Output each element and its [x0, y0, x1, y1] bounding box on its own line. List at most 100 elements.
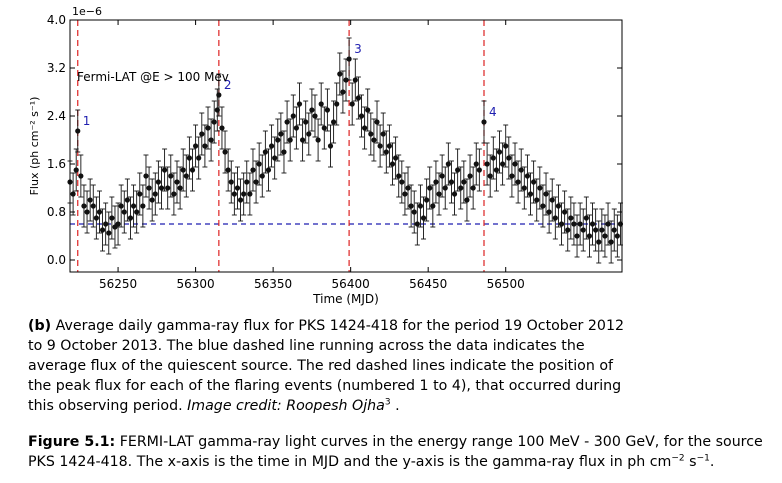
data-point — [555, 203, 562, 209]
data-point — [608, 239, 614, 245]
y-tick-label: 0.8 — [47, 205, 66, 219]
data-point — [303, 119, 309, 125]
data-point — [537, 185, 543, 191]
data-point — [352, 77, 358, 83]
data-point — [78, 173, 84, 179]
y-multiplier-label: 1e−6 — [72, 5, 102, 18]
data-point — [386, 143, 393, 149]
data-point — [256, 161, 262, 167]
data-point — [515, 179, 521, 185]
data-point — [109, 215, 115, 221]
unit-exponent-s: −1 — [696, 453, 710, 464]
data-point — [371, 137, 377, 143]
data-point — [343, 77, 349, 83]
data-point — [287, 137, 293, 143]
data-point — [543, 191, 549, 197]
data-point — [402, 191, 408, 197]
data-point — [202, 143, 208, 149]
data-point — [396, 173, 402, 179]
data-point — [219, 125, 225, 131]
data-point — [589, 221, 596, 227]
data-point — [599, 227, 605, 233]
data-point — [445, 161, 451, 167]
data-point — [524, 173, 531, 179]
data-point — [208, 137, 214, 143]
data-point — [192, 143, 199, 149]
data-point — [602, 233, 608, 239]
unit-exponent-cm: −2 — [671, 453, 685, 464]
data-point — [565, 227, 571, 233]
data-point — [374, 119, 380, 125]
x-tick-label: 56500 — [487, 277, 525, 291]
data-point — [262, 149, 268, 155]
data-point — [358, 113, 365, 119]
data-point — [171, 191, 177, 197]
data-point — [259, 173, 265, 179]
data-point — [275, 137, 281, 143]
data-point — [405, 185, 411, 191]
chart-annotation: Fermi-LAT @E > 100 Mev — [77, 70, 229, 84]
data-point — [330, 119, 337, 125]
data-point — [518, 167, 524, 173]
data-point — [318, 101, 324, 107]
figure-caption: Figure 5.1: FERMI-LAT gamma-ray light cu… — [28, 432, 778, 472]
data-point — [493, 167, 500, 173]
subfigure-caption-end: . — [390, 398, 400, 414]
data-point — [177, 185, 183, 191]
data-point — [521, 185, 527, 191]
data-point — [168, 173, 174, 179]
data-point — [99, 227, 106, 233]
y-tick-label: 3.2 — [47, 61, 66, 75]
data-point — [250, 167, 256, 173]
data-point — [531, 179, 537, 185]
data-point — [540, 203, 546, 209]
data-point — [362, 125, 368, 131]
data-point — [93, 215, 99, 221]
data-point — [411, 209, 417, 215]
data-point — [562, 209, 568, 215]
data-point — [174, 179, 180, 185]
data-point — [430, 203, 436, 209]
data-point — [448, 179, 455, 185]
data-point — [512, 161, 518, 167]
image-credit: Image credit: Roopesh Ojha — [187, 398, 385, 414]
y-tick-label: 2.4 — [47, 109, 66, 123]
data-point — [546, 209, 552, 215]
subfigure-caption: (b) Average daily gamma-ray flux for PKS… — [28, 316, 628, 416]
data-point — [346, 56, 352, 62]
data-point — [549, 197, 555, 203]
x-tick-label: 56400 — [332, 277, 370, 291]
data-point — [442, 185, 448, 191]
data-point — [222, 149, 228, 155]
data-point — [281, 149, 287, 155]
data-point — [87, 197, 93, 203]
data-point — [278, 131, 284, 137]
data-point — [106, 230, 112, 236]
data-point — [127, 215, 134, 221]
data-point — [417, 203, 424, 209]
data-point — [484, 161, 490, 167]
data-point — [473, 161, 479, 167]
data-point — [189, 167, 196, 173]
data-point — [75, 128, 81, 134]
data-point — [349, 101, 355, 107]
data-point — [383, 149, 389, 155]
data-point — [368, 131, 374, 137]
data-point — [490, 155, 496, 161]
data-point — [503, 143, 509, 149]
data-point — [130, 203, 137, 209]
data-point — [237, 197, 244, 203]
flare-number-label: 1 — [83, 114, 91, 128]
data-point — [146, 185, 152, 191]
data-point — [496, 149, 503, 155]
data-point — [241, 191, 247, 197]
data-point — [158, 185, 165, 191]
data-point — [115, 221, 121, 227]
data-point — [186, 155, 192, 161]
data-point — [408, 203, 414, 209]
x-tick-label: 56250 — [99, 277, 137, 291]
data-point — [506, 155, 512, 161]
data-point — [380, 131, 386, 137]
data-point — [118, 203, 124, 209]
data-point — [81, 203, 87, 209]
